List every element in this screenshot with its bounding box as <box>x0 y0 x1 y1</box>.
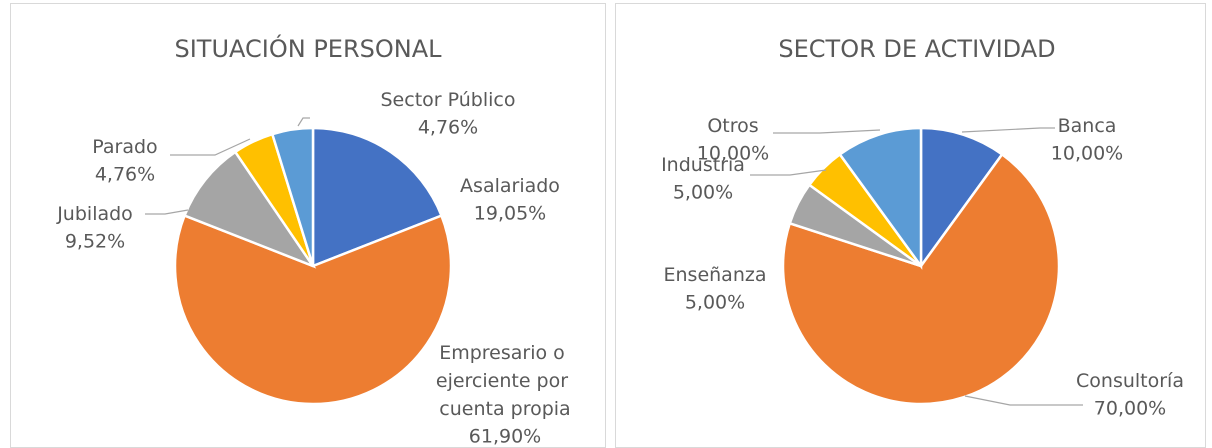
slice-label: Otros <box>707 115 758 137</box>
slice-label: Industria <box>661 154 745 176</box>
slice-label: Asalariado <box>460 175 560 197</box>
pie-slice <box>182 150 317 269</box>
slice-value: 70,00% <box>1094 398 1166 420</box>
slice-value: 5,00% <box>673 182 733 204</box>
slice-label: Banca <box>1058 115 1117 137</box>
leader-line <box>170 138 251 156</box>
leader-line <box>750 169 827 176</box>
pie-slice <box>838 126 923 270</box>
chart-title: SECTOR DE ACTIVIDAD <box>778 35 1055 63</box>
leader-line <box>297 117 310 127</box>
slice-label: Enseñanza <box>664 264 767 286</box>
leader-line <box>964 395 1083 406</box>
slice-value: 4,76% <box>418 117 478 139</box>
pie-slice <box>311 126 444 268</box>
slice-label: Empresario o ejerciente por cuenta propi… <box>436 342 574 420</box>
slice-value: 5,00% <box>685 292 745 314</box>
slice-value: 61,90% <box>469 426 541 448</box>
slice-value: 4,76% <box>95 164 155 186</box>
slice-label: Jubilado <box>56 203 133 225</box>
pie-slice <box>173 213 453 406</box>
slice-value: 10,00% <box>1051 143 1123 165</box>
slice-label: Parado <box>92 136 157 158</box>
leader-line <box>773 129 881 134</box>
pie-slice <box>781 152 1061 406</box>
pie-slice <box>270 126 315 267</box>
leader-line <box>145 209 189 215</box>
slice-value: 10,00% <box>697 143 769 165</box>
slice-label: Sector Público <box>381 89 516 111</box>
chart-title: SITUACIÓN PERSONAL <box>174 33 442 63</box>
slice-value: 19,05% <box>474 203 546 225</box>
slice-value: 9,52% <box>65 231 125 253</box>
leader-line <box>961 127 1055 133</box>
slice-label: Consultoría <box>1076 370 1184 392</box>
pie-slice <box>919 126 1004 270</box>
